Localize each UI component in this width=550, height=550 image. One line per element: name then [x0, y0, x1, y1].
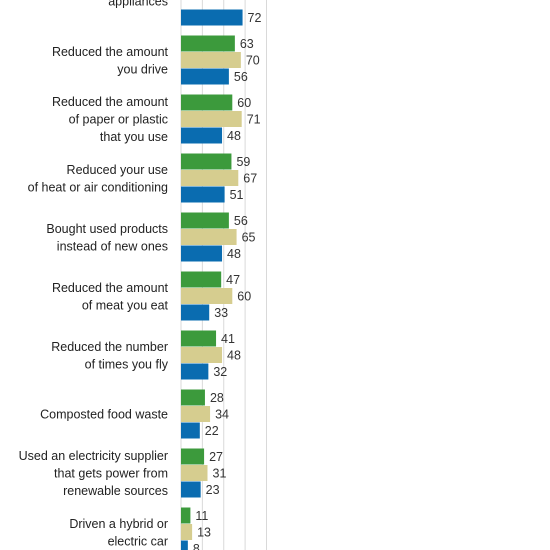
bar [181, 422, 200, 439]
data-label: 60 [237, 96, 251, 110]
data-label: 48 [227, 129, 241, 143]
category-label-line: Reduced the amount [52, 95, 169, 109]
data-label: 51 [230, 188, 244, 202]
bar [181, 35, 235, 52]
category-label-line: Composted food waste [40, 408, 168, 422]
category-label-line: Reduced the amount [52, 45, 169, 59]
bar [181, 212, 229, 229]
data-label: 23 [206, 483, 220, 497]
data-label: 41 [221, 332, 235, 346]
bar [181, 540, 188, 550]
category-label: Used an electricity supplier that gets po… [19, 449, 168, 498]
data-label: 65 [242, 231, 256, 245]
data-label: 22 [205, 424, 219, 438]
category-label-line: Used an electricity supplier [19, 449, 168, 463]
data-label: 47 [226, 273, 240, 287]
data-label: 13 [197, 526, 211, 540]
data-label: 59 [236, 155, 250, 169]
category-label-line: you drive [117, 62, 168, 76]
category-label-line: Bought used products [46, 222, 168, 236]
category-label-line: instead of new ones [57, 239, 168, 253]
bar [181, 127, 223, 144]
bar [181, 481, 201, 498]
category-label: Composted food waste [40, 408, 168, 422]
bar [181, 507, 191, 524]
bar [181, 288, 233, 304]
category-label-line: that gets power from [54, 467, 168, 481]
bar [181, 389, 205, 406]
category-label: Reduced the number of times you fly [51, 340, 168, 372]
category-label-line: of paper or plastic [69, 113, 168, 127]
data-label: 60 [237, 290, 251, 304]
data-label: 28 [210, 391, 224, 405]
bar [181, 153, 232, 170]
bar [181, 465, 208, 481]
data-label: 33 [214, 306, 228, 320]
data-label: 11 [195, 509, 208, 523]
bar [181, 304, 210, 321]
data-label: 8 [193, 542, 200, 550]
category-label: appliances [108, 0, 168, 9]
bar [181, 68, 229, 85]
category-label-line: Reduced your use [67, 163, 169, 177]
data-label: 56 [234, 70, 248, 84]
category-label-line: that you use [100, 130, 168, 144]
category-label-line: of heat or air conditioning [28, 180, 168, 194]
bar [181, 170, 239, 186]
bar [181, 245, 223, 262]
category-label: Reduced the amount you drive [52, 45, 169, 77]
data-label: 31 [213, 467, 227, 481]
bar [181, 52, 241, 68]
bar [181, 524, 193, 540]
category-label-line: appliances [108, 0, 168, 9]
category-label-line: Reduced the amount [52, 281, 169, 295]
category-label-line: electric car [108, 534, 168, 548]
bar [181, 111, 242, 127]
data-label: 48 [227, 247, 241, 261]
bars [181, 9, 243, 550]
bar [181, 94, 233, 111]
labels: appliances 72 Reduced the amount you drive 6… [19, 0, 262, 550]
data-label: 70 [246, 54, 260, 68]
bar [181, 271, 222, 288]
bar [181, 363, 209, 380]
category-label-line: of meat you eat [82, 298, 169, 312]
category-label: Reduced the amount of meat you eat [52, 281, 169, 313]
category-label: Reduced the amount of paper or plastic tha… [52, 95, 169, 144]
bar [181, 229, 237, 245]
data-label: 63 [240, 37, 254, 51]
data-label: 27 [209, 450, 223, 464]
category-label-line: renewable sources [63, 484, 168, 498]
data-label: 32 [213, 365, 227, 379]
bar [181, 330, 217, 347]
data-label: 48 [227, 349, 241, 363]
bar [181, 448, 205, 465]
category-label-line: Driven a hybrid or [69, 517, 168, 531]
bar [181, 9, 243, 26]
data-label: 56 [234, 214, 248, 228]
category-label-line: of times you fly [85, 357, 169, 371]
data-label: 72 [248, 11, 262, 25]
data-label: 34 [215, 408, 229, 422]
data-label: 71 [247, 113, 261, 127]
category-label-line: Reduced the number [51, 340, 168, 354]
data-label: 67 [243, 172, 257, 186]
bar [181, 186, 225, 203]
category-label: Bought used products instead of new ones [46, 222, 168, 254]
bar [181, 406, 211, 422]
bar [181, 347, 223, 363]
category-label: Driven a hybrid or electric car [69, 517, 168, 549]
category-label: Reduced your use of heat or air condition… [28, 163, 168, 195]
